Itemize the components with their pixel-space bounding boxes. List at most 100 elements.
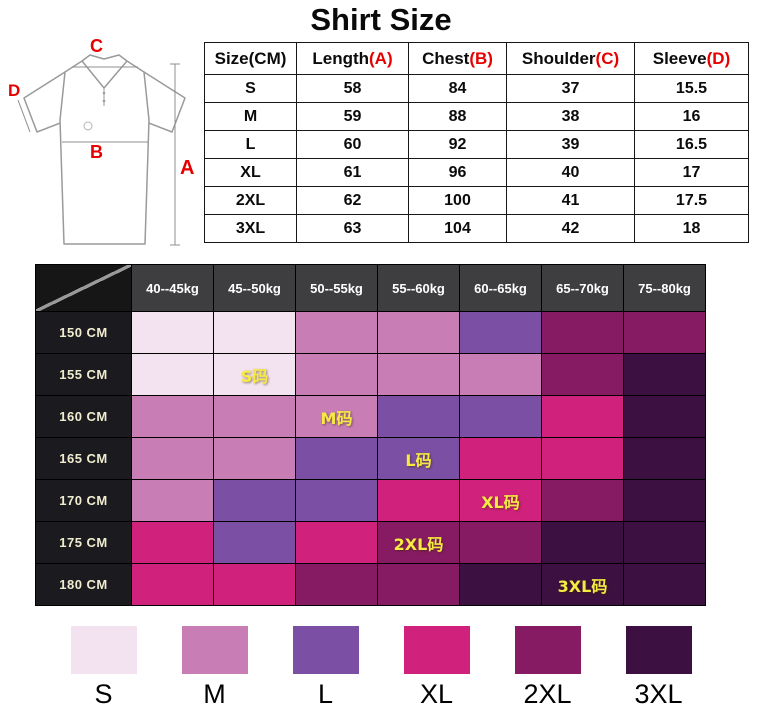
size-table-row: M 59 88 38 16 (204, 102, 749, 131)
button (102, 91, 106, 95)
measurement-value-cell: 18 (634, 214, 749, 243)
col-header-letter: (D) (706, 48, 731, 68)
chest-logo (83, 121, 93, 131)
legend-swatch (625, 626, 692, 674)
weight-column-header: 40--45kg (132, 265, 213, 311)
legend-item: M (181, 626, 248, 710)
legend-item: 3XL (625, 626, 692, 710)
height-row-header: 160 CM (36, 396, 131, 437)
size-name-cell: 3XL (204, 214, 297, 243)
legend-label: S (94, 679, 113, 709)
size-name-cell: S (204, 74, 297, 103)
legend-item: L (292, 626, 359, 710)
matrix-cell (460, 396, 541, 437)
measurement-value-cell: 42 (506, 214, 635, 243)
size-cell-label: XL码 (481, 492, 520, 512)
size-table-col-header: Shoulder(C) (506, 42, 635, 75)
matrix-cell (132, 438, 213, 479)
matrix-cell: M码 (296, 396, 377, 437)
button (102, 99, 106, 103)
col-header-text: Length (312, 48, 370, 68)
size-table-col-header: Sleeve(D) (634, 42, 749, 75)
size-table-row: L 60 92 39 16.5 (204, 130, 749, 159)
size-cell-label: S码 (240, 366, 269, 386)
measurement-value-cell: 15.5 (634, 74, 749, 103)
size-cell-label: 3XL码 (557, 576, 608, 596)
legend-label: 2XL (523, 679, 572, 709)
legend-label: L (317, 679, 334, 709)
size-matrix: 40--45kg 45--50kg 50--55kg 55--60kg 60--65kg… (35, 264, 706, 606)
size-table-col-header: Size(CM) (204, 42, 297, 75)
matrix-cell (296, 564, 377, 605)
shirt-body (59, 54, 150, 245)
matrix-cell (542, 438, 623, 479)
measurement-value-cell: 104 (408, 214, 507, 243)
measurement-value-cell: 92 (408, 130, 507, 159)
measurement-value-cell: 41 (506, 186, 635, 215)
size-table-row: 3XL 63 104 42 18 (204, 214, 749, 243)
measurement-value-cell: 84 (408, 74, 507, 103)
matrix-cell (624, 438, 705, 479)
measurement-value-cell: 39 (506, 130, 635, 159)
col-header-text: Chest (422, 48, 470, 68)
matrix-cell (460, 354, 541, 395)
diagram-label-b: B (90, 142, 103, 162)
measurement-value-cell: 60 (296, 130, 409, 159)
matrix-cell (296, 480, 377, 521)
matrix-cell (378, 480, 459, 521)
legend-swatch (514, 626, 581, 674)
diagram-label-c: C (90, 36, 103, 56)
height-row-header: 150 CM (36, 312, 131, 353)
measurement-value-cell: 16 (634, 102, 749, 131)
size-table-row: 2XL 62 100 41 17.5 (204, 186, 749, 215)
size-name-cell: 2XL (204, 186, 297, 215)
matrix-cell (624, 312, 705, 353)
measurement-value-cell: 37 (506, 74, 635, 103)
matrix-cell (542, 396, 623, 437)
size-table-col-header: Chest(B) (408, 42, 507, 75)
polo-shirt-illustration: C D B A (8, 36, 194, 246)
col-header-text: Sleeve (652, 48, 707, 68)
matrix-cell (378, 564, 459, 605)
legend-item: 2XL (514, 626, 581, 710)
matrix-cell (296, 354, 377, 395)
col-header-text: Shoulder (521, 48, 596, 68)
matrix-cell (214, 564, 295, 605)
measurement-value-cell: 100 (408, 186, 507, 215)
measurement-value-cell: 63 (296, 214, 409, 243)
matrix-cell (132, 522, 213, 563)
matrix-cell (460, 522, 541, 563)
matrix-cell (296, 438, 377, 479)
height-row-header: 155 CM (36, 354, 131, 395)
measurement-value-cell: 16.5 (634, 130, 749, 159)
matrix-cell (542, 354, 623, 395)
col-header-letter: (B) (469, 48, 493, 68)
measurement-value-cell: 61 (296, 158, 409, 187)
matrix-cell (296, 312, 377, 353)
height-row-header: 180 CM (36, 564, 131, 605)
size-name-cell: M (204, 102, 297, 131)
matrix-cell (378, 396, 459, 437)
matrix-cell (214, 396, 295, 437)
size-legend: S M L XL 2XL 3XL (0, 626, 762, 710)
size-table-row: S 58 84 37 15.5 (204, 74, 749, 103)
measurement-value-cell: 62 (296, 186, 409, 215)
matrix-cell (132, 564, 213, 605)
matrix-cell (214, 438, 295, 479)
matrix-cell (542, 480, 623, 521)
matrix-cell (542, 522, 623, 563)
matrix-cell (132, 354, 213, 395)
matrix-cell (214, 312, 295, 353)
matrix-cell (296, 522, 377, 563)
matrix-cell: 3XL码 (542, 564, 623, 605)
legend-swatch (403, 626, 470, 674)
weight-column-header: 65--70kg (542, 265, 623, 311)
legend-item: XL (403, 626, 470, 710)
size-table: Size(CM) Length(A) Chest(B) Shoulder(C) Slee… (204, 42, 749, 243)
weight-column-header: 55--60kg (378, 265, 459, 311)
size-name-cell: L (204, 130, 297, 159)
measurement-lines (17, 63, 180, 246)
matrix-cell: 2XL码 (378, 522, 459, 563)
legend-item: S (70, 626, 137, 710)
